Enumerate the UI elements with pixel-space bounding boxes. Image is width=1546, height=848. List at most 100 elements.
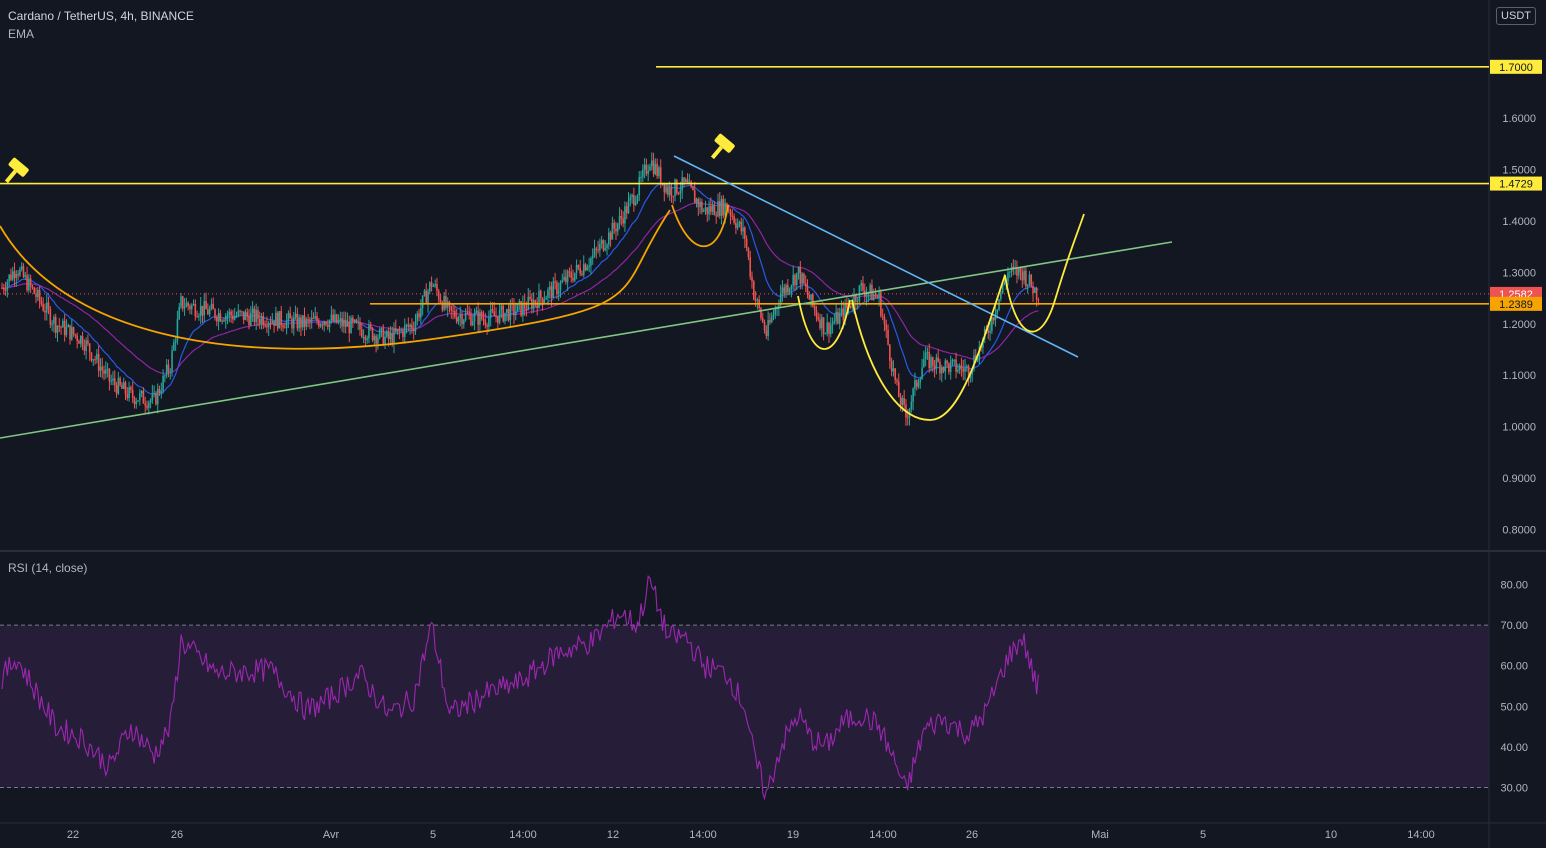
candle[interactable] [715,215,718,217]
candle[interactable] [559,282,562,291]
candle[interactable] [604,248,607,251]
candle[interactable] [83,346,86,351]
candle[interactable] [819,319,821,329]
candle[interactable] [142,390,145,404]
candle[interactable] [917,382,920,387]
candle[interactable] [310,317,313,322]
candle[interactable] [262,316,265,326]
candle[interactable] [343,319,345,327]
candle[interactable] [958,365,961,371]
candle[interactable] [97,353,100,371]
candle[interactable] [420,307,422,318]
candle[interactable] [1019,267,1022,272]
candle[interactable] [652,160,655,175]
candle[interactable] [881,315,884,318]
candle[interactable] [778,305,780,308]
candle[interactable] [181,296,184,309]
candle[interactable] [654,163,657,175]
candle[interactable] [545,297,547,300]
candle[interactable] [853,295,855,307]
candle[interactable] [756,299,759,301]
candle[interactable] [155,392,157,405]
candle[interactable] [568,271,571,273]
candle[interactable] [81,335,84,347]
candle[interactable] [282,325,284,328]
candle[interactable] [330,314,333,321]
candle[interactable] [54,316,57,333]
candle[interactable] [1008,271,1011,273]
candle[interactable] [216,317,218,322]
candle[interactable] [744,227,746,239]
candle[interactable] [733,216,735,223]
candle[interactable] [971,369,973,375]
candle[interactable] [233,315,236,320]
candle[interactable] [890,361,893,372]
candle[interactable] [960,365,963,369]
candle[interactable] [618,216,621,224]
candle[interactable] [461,314,463,325]
candle[interactable] [862,283,864,291]
candle[interactable] [131,389,134,398]
candle[interactable] [810,294,812,300]
candle[interactable] [1025,270,1027,287]
candle[interactable] [740,221,743,232]
candle[interactable] [915,380,918,387]
candle[interactable] [276,312,279,329]
candle[interactable] [629,197,632,201]
candle[interactable] [241,311,243,313]
candle[interactable] [495,315,497,317]
candle[interactable] [423,290,426,296]
candle[interactable] [710,206,712,212]
candle[interactable] [590,258,592,266]
candle[interactable] [140,390,143,394]
candle[interactable] [500,305,503,310]
candle[interactable] [235,315,238,317]
candle[interactable] [949,361,952,373]
candle[interactable] [509,302,512,321]
candle[interactable] [701,201,703,212]
candle[interactable] [51,323,53,325]
candle[interactable] [301,315,304,328]
candle[interactable] [939,361,941,374]
candle[interactable] [214,309,216,318]
candle[interactable] [248,316,250,326]
candle[interactable] [992,317,995,321]
candle[interactable] [350,317,352,334]
candle[interactable] [258,319,261,324]
candle[interactable] [396,329,399,332]
candle[interactable] [371,328,374,341]
candle[interactable] [767,320,769,337]
candle[interactable] [35,293,37,298]
candle[interactable] [289,313,291,319]
candle[interactable] [316,316,318,322]
candle[interactable] [112,378,114,381]
candle[interactable] [647,170,649,174]
candle[interactable] [815,309,818,317]
candle[interactable] [991,317,993,332]
candle[interactable] [337,320,340,323]
candle[interactable] [987,330,990,333]
candle[interactable] [976,360,979,362]
candle[interactable] [328,320,331,328]
candle[interactable] [273,320,275,326]
candle[interactable] [292,317,295,329]
candle[interactable] [205,301,207,310]
candle[interactable] [189,305,191,310]
candle[interactable] [31,285,34,288]
candle[interactable] [207,309,209,315]
candle[interactable] [19,269,21,276]
candle[interactable] [801,273,803,284]
candle[interactable] [199,305,202,316]
candle[interactable] [1017,267,1020,276]
candle[interactable] [676,179,678,194]
candle[interactable] [538,290,540,308]
candle[interactable] [761,317,764,322]
candle[interactable] [711,205,714,212]
candle[interactable] [541,297,544,304]
candle[interactable] [203,301,206,316]
candle[interactable] [616,223,619,232]
candle[interactable] [405,324,408,326]
candle[interactable] [577,264,580,268]
candle[interactable] [321,324,324,326]
candle[interactable] [557,290,560,295]
